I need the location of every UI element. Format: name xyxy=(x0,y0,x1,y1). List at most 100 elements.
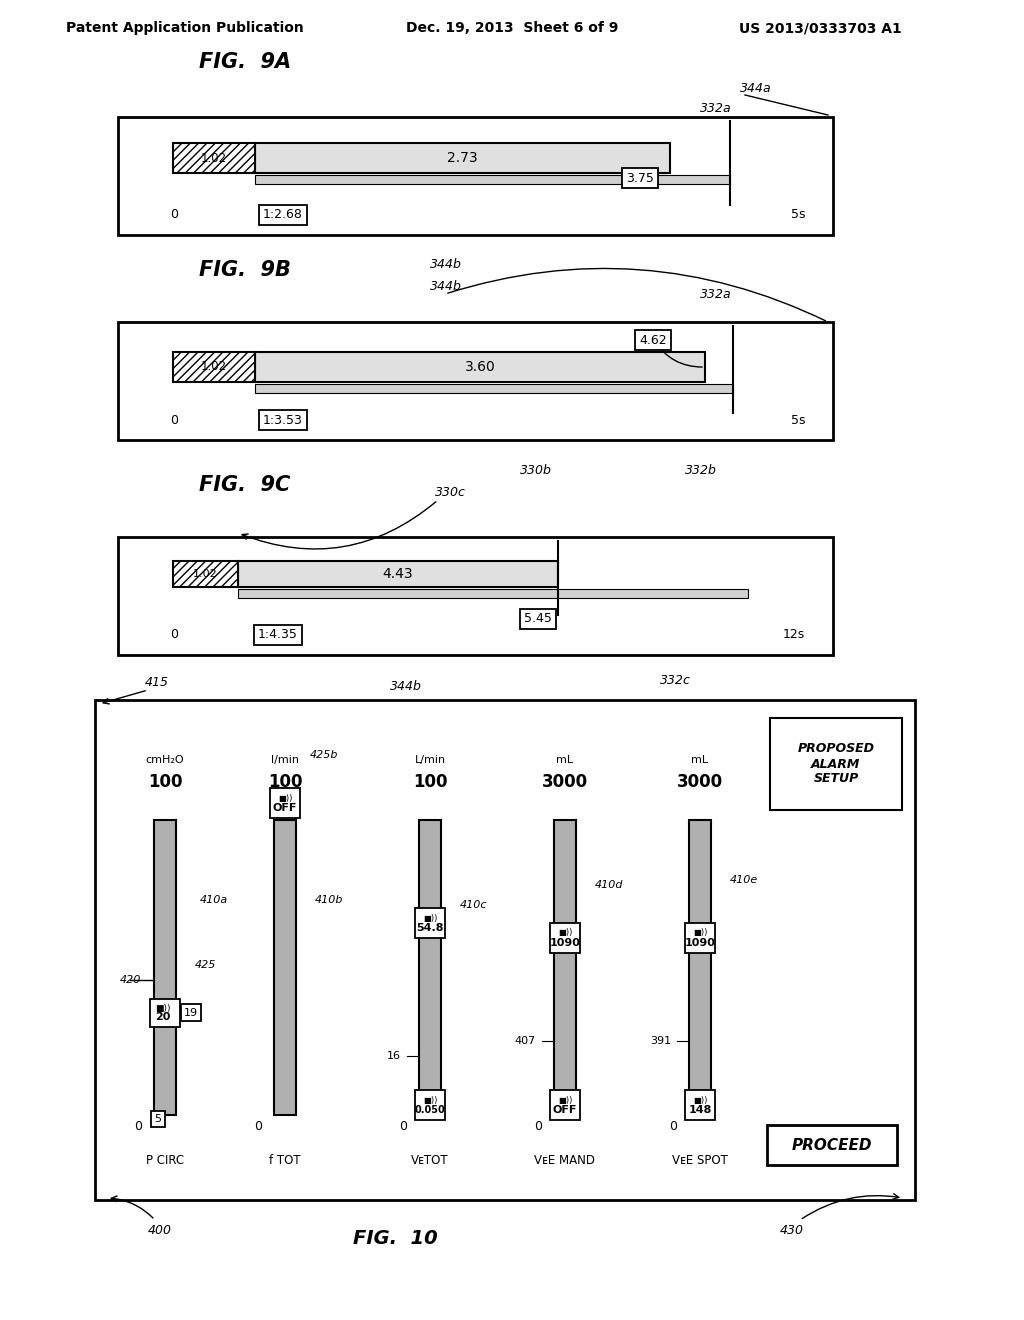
Text: Patent Application Publication: Patent Application Publication xyxy=(67,21,304,36)
Text: 1.02: 1.02 xyxy=(201,360,227,374)
Text: 3.75: 3.75 xyxy=(626,172,654,185)
Bar xyxy=(550,1090,580,1119)
Text: VᴇE SPOT: VᴇE SPOT xyxy=(672,1154,728,1167)
Bar xyxy=(550,923,580,953)
Text: 332a: 332a xyxy=(700,288,731,301)
Text: 391: 391 xyxy=(650,1036,671,1047)
Text: 344a: 344a xyxy=(740,82,772,95)
Text: 4.62: 4.62 xyxy=(639,334,667,346)
Text: 410b: 410b xyxy=(315,895,343,906)
Text: 5: 5 xyxy=(155,1114,162,1125)
Text: 1090: 1090 xyxy=(685,937,716,948)
Bar xyxy=(685,1090,715,1119)
Text: 1.02: 1.02 xyxy=(194,569,218,579)
Bar xyxy=(173,352,255,381)
Bar xyxy=(154,820,176,1115)
Text: OFF: OFF xyxy=(272,803,297,813)
Bar xyxy=(238,561,558,587)
Text: 407: 407 xyxy=(515,1036,536,1047)
Text: 410d: 410d xyxy=(595,880,624,890)
Text: Dec. 19, 2013  Sheet 6 of 9: Dec. 19, 2013 Sheet 6 of 9 xyxy=(406,21,618,36)
Text: 19: 19 xyxy=(184,1007,198,1018)
Text: PROPOSED
ALARM
SETUP: PROPOSED ALARM SETUP xyxy=(798,742,874,785)
Text: ■)): ■)) xyxy=(558,1096,572,1105)
Bar xyxy=(255,352,705,381)
Text: 332a: 332a xyxy=(700,103,731,116)
Text: ■)): ■)) xyxy=(693,928,708,937)
Bar xyxy=(270,788,300,818)
Text: 0: 0 xyxy=(399,1121,407,1134)
Bar xyxy=(689,820,711,1115)
Text: 410a: 410a xyxy=(200,895,228,906)
Text: 425: 425 xyxy=(195,960,216,970)
Text: FIG.  9B: FIG. 9B xyxy=(199,260,291,280)
Text: 0: 0 xyxy=(669,1121,677,1134)
Text: 16: 16 xyxy=(387,1051,401,1061)
Text: 330c: 330c xyxy=(435,486,466,499)
Text: 5s: 5s xyxy=(791,209,805,222)
Text: 3.60: 3.60 xyxy=(465,360,496,374)
Text: cmH₂O: cmH₂O xyxy=(145,755,184,766)
Text: 0: 0 xyxy=(534,1121,542,1134)
Text: 332c: 332c xyxy=(660,673,691,686)
Text: ■)): ■)) xyxy=(278,793,292,803)
Text: ■)): ■)) xyxy=(423,913,437,923)
Text: 1:3.53: 1:3.53 xyxy=(263,413,303,426)
Bar xyxy=(419,820,441,1115)
Text: 344b: 344b xyxy=(430,259,462,272)
Text: 3000: 3000 xyxy=(542,774,588,791)
Text: US 2013/0333703 A1: US 2013/0333703 A1 xyxy=(738,21,901,36)
Bar xyxy=(95,700,915,1200)
Text: 1.02: 1.02 xyxy=(201,152,227,165)
Text: 100: 100 xyxy=(413,774,447,791)
Text: P CIRC: P CIRC xyxy=(146,1154,184,1167)
Text: 344b: 344b xyxy=(430,281,462,293)
Text: 400: 400 xyxy=(148,1224,172,1237)
Text: 415: 415 xyxy=(145,676,169,689)
Bar xyxy=(150,998,180,1027)
Text: 0: 0 xyxy=(170,628,178,642)
Text: L/min: L/min xyxy=(415,755,445,766)
Bar xyxy=(767,1125,897,1166)
Text: 0.050: 0.050 xyxy=(415,1105,445,1115)
Text: 5.45: 5.45 xyxy=(524,612,552,626)
Text: ■)): ■)) xyxy=(693,1096,708,1105)
Bar xyxy=(173,561,238,587)
Text: f TOT: f TOT xyxy=(269,1154,301,1167)
Bar xyxy=(770,718,902,810)
Text: PROCEED: PROCEED xyxy=(792,1138,872,1152)
Text: 54.8: 54.8 xyxy=(416,923,443,933)
Text: 0: 0 xyxy=(170,413,178,426)
Text: FIG.  9C: FIG. 9C xyxy=(200,475,291,495)
Text: 1:4.35: 1:4.35 xyxy=(258,628,298,642)
Text: VᴇTOT: VᴇTOT xyxy=(412,1154,449,1167)
Text: ■)): ■)) xyxy=(156,1005,171,1012)
Text: 410c: 410c xyxy=(460,900,487,909)
Text: FIG.  9A: FIG. 9A xyxy=(199,51,291,73)
Text: 20: 20 xyxy=(156,1011,171,1022)
Bar xyxy=(118,117,833,235)
Text: FIG.  10: FIG. 10 xyxy=(352,1229,437,1247)
Text: 344b: 344b xyxy=(390,681,422,693)
Text: 4.43: 4.43 xyxy=(383,568,414,581)
Bar xyxy=(685,923,715,953)
Bar xyxy=(238,589,748,598)
Bar xyxy=(118,322,833,440)
Text: 3000: 3000 xyxy=(677,774,723,791)
Text: 0: 0 xyxy=(254,1121,262,1134)
Text: 100: 100 xyxy=(147,774,182,791)
Text: 2.73: 2.73 xyxy=(447,150,478,165)
Bar xyxy=(415,1090,445,1119)
Text: 425b: 425b xyxy=(310,750,339,760)
Text: 1:2.68: 1:2.68 xyxy=(263,209,303,222)
Text: mL: mL xyxy=(556,755,573,766)
Bar xyxy=(415,908,445,939)
Bar xyxy=(255,176,730,183)
Text: 5s: 5s xyxy=(791,413,805,426)
Bar xyxy=(255,143,670,173)
Text: l/min: l/min xyxy=(271,755,299,766)
Text: 12s: 12s xyxy=(782,628,805,642)
Text: 410e: 410e xyxy=(730,875,758,884)
Bar xyxy=(255,384,733,393)
Text: 0: 0 xyxy=(134,1121,142,1134)
